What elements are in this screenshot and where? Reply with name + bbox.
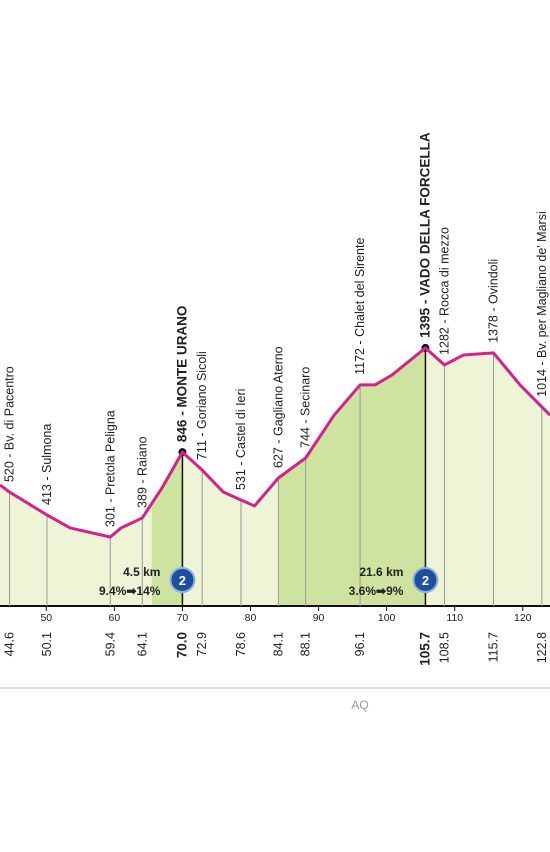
waypoint-km: 78.6 <box>234 632 248 656</box>
climb-length: 4.5 km <box>123 565 160 579</box>
waypoint-km: 88.1 <box>299 632 313 656</box>
waypoint-label: 531 - Castel di Ieri <box>234 389 248 490</box>
waypoint-label: 1014 - Bv. per Magliano de' Marsi <box>535 211 549 397</box>
waypoint-label: 1378 - Ovindoli <box>487 259 501 343</box>
waypoint-label: 846 - MONTE URANO <box>174 306 189 443</box>
x-tick-label: 110 <box>446 612 463 624</box>
kom-badge <box>169 567 196 593</box>
waypoint-label: 413 - Sulmona <box>40 424 54 505</box>
profile-line <box>0 346 550 539</box>
waypoint-km: 50.1 <box>40 632 54 656</box>
waypoint-label: 520 - Bv. di Pacentro <box>3 366 17 482</box>
waypoint-label: 627 - Gagliano Aterno <box>271 346 285 468</box>
kom-category: 2 <box>179 573 186 588</box>
waypoint-label: 1395 - VADO DELLA FORCELLA <box>417 132 432 338</box>
waypoint-km: 64.1 <box>135 632 149 656</box>
waypoint-km: 72.9 <box>195 632 209 656</box>
waypoint-km: 84.1 <box>271 632 285 656</box>
waypoint-km: 122.8 <box>535 632 549 663</box>
waypoint-km: 70.0 <box>174 632 189 658</box>
waypoint-label: 1282 - Rocca di mezzo <box>437 227 451 355</box>
waypoint-label: 301 - Pretola Peligna <box>103 410 117 527</box>
region-label: AQ <box>351 698 368 712</box>
waypoint-label: 711 - Goriano Sicoli <box>195 351 209 460</box>
waypoint-km: 59.4 <box>103 632 117 656</box>
climb-zone <box>278 347 426 606</box>
kom-badge <box>412 567 439 593</box>
waypoint-km: 105.7 <box>417 632 432 666</box>
climb-zone <box>151 347 183 606</box>
waypoint-label: 744 - Secinaro <box>299 367 313 448</box>
x-tick-label: 60 <box>109 612 121 624</box>
x-tick-label: 120 <box>514 612 532 624</box>
x-tick-label: 50 <box>40 612 52 624</box>
waypoint-km: 115.7 <box>487 632 501 662</box>
waypoint-label: 389 - Raiano <box>135 436 149 508</box>
waypoint-km: 108.5 <box>437 632 451 663</box>
waypoint-km: 44.6 <box>3 632 17 656</box>
climb-length: 21.6 km <box>359 565 403 579</box>
climb-gradient: 9.4%➡14% <box>99 584 161 598</box>
climb-gradient: 3.6%➡9% <box>349 584 404 598</box>
x-tick-label: 100 <box>378 612 396 624</box>
waypoint-km: 96.1 <box>353 632 367 656</box>
kom-category: 2 <box>422 573 429 588</box>
x-tick-label: 70 <box>177 612 189 624</box>
waypoint-label: 1172 - Chalet del Sirente <box>353 238 367 375</box>
x-tick-label: 80 <box>245 612 257 624</box>
x-tick-label: 90 <box>313 612 325 624</box>
